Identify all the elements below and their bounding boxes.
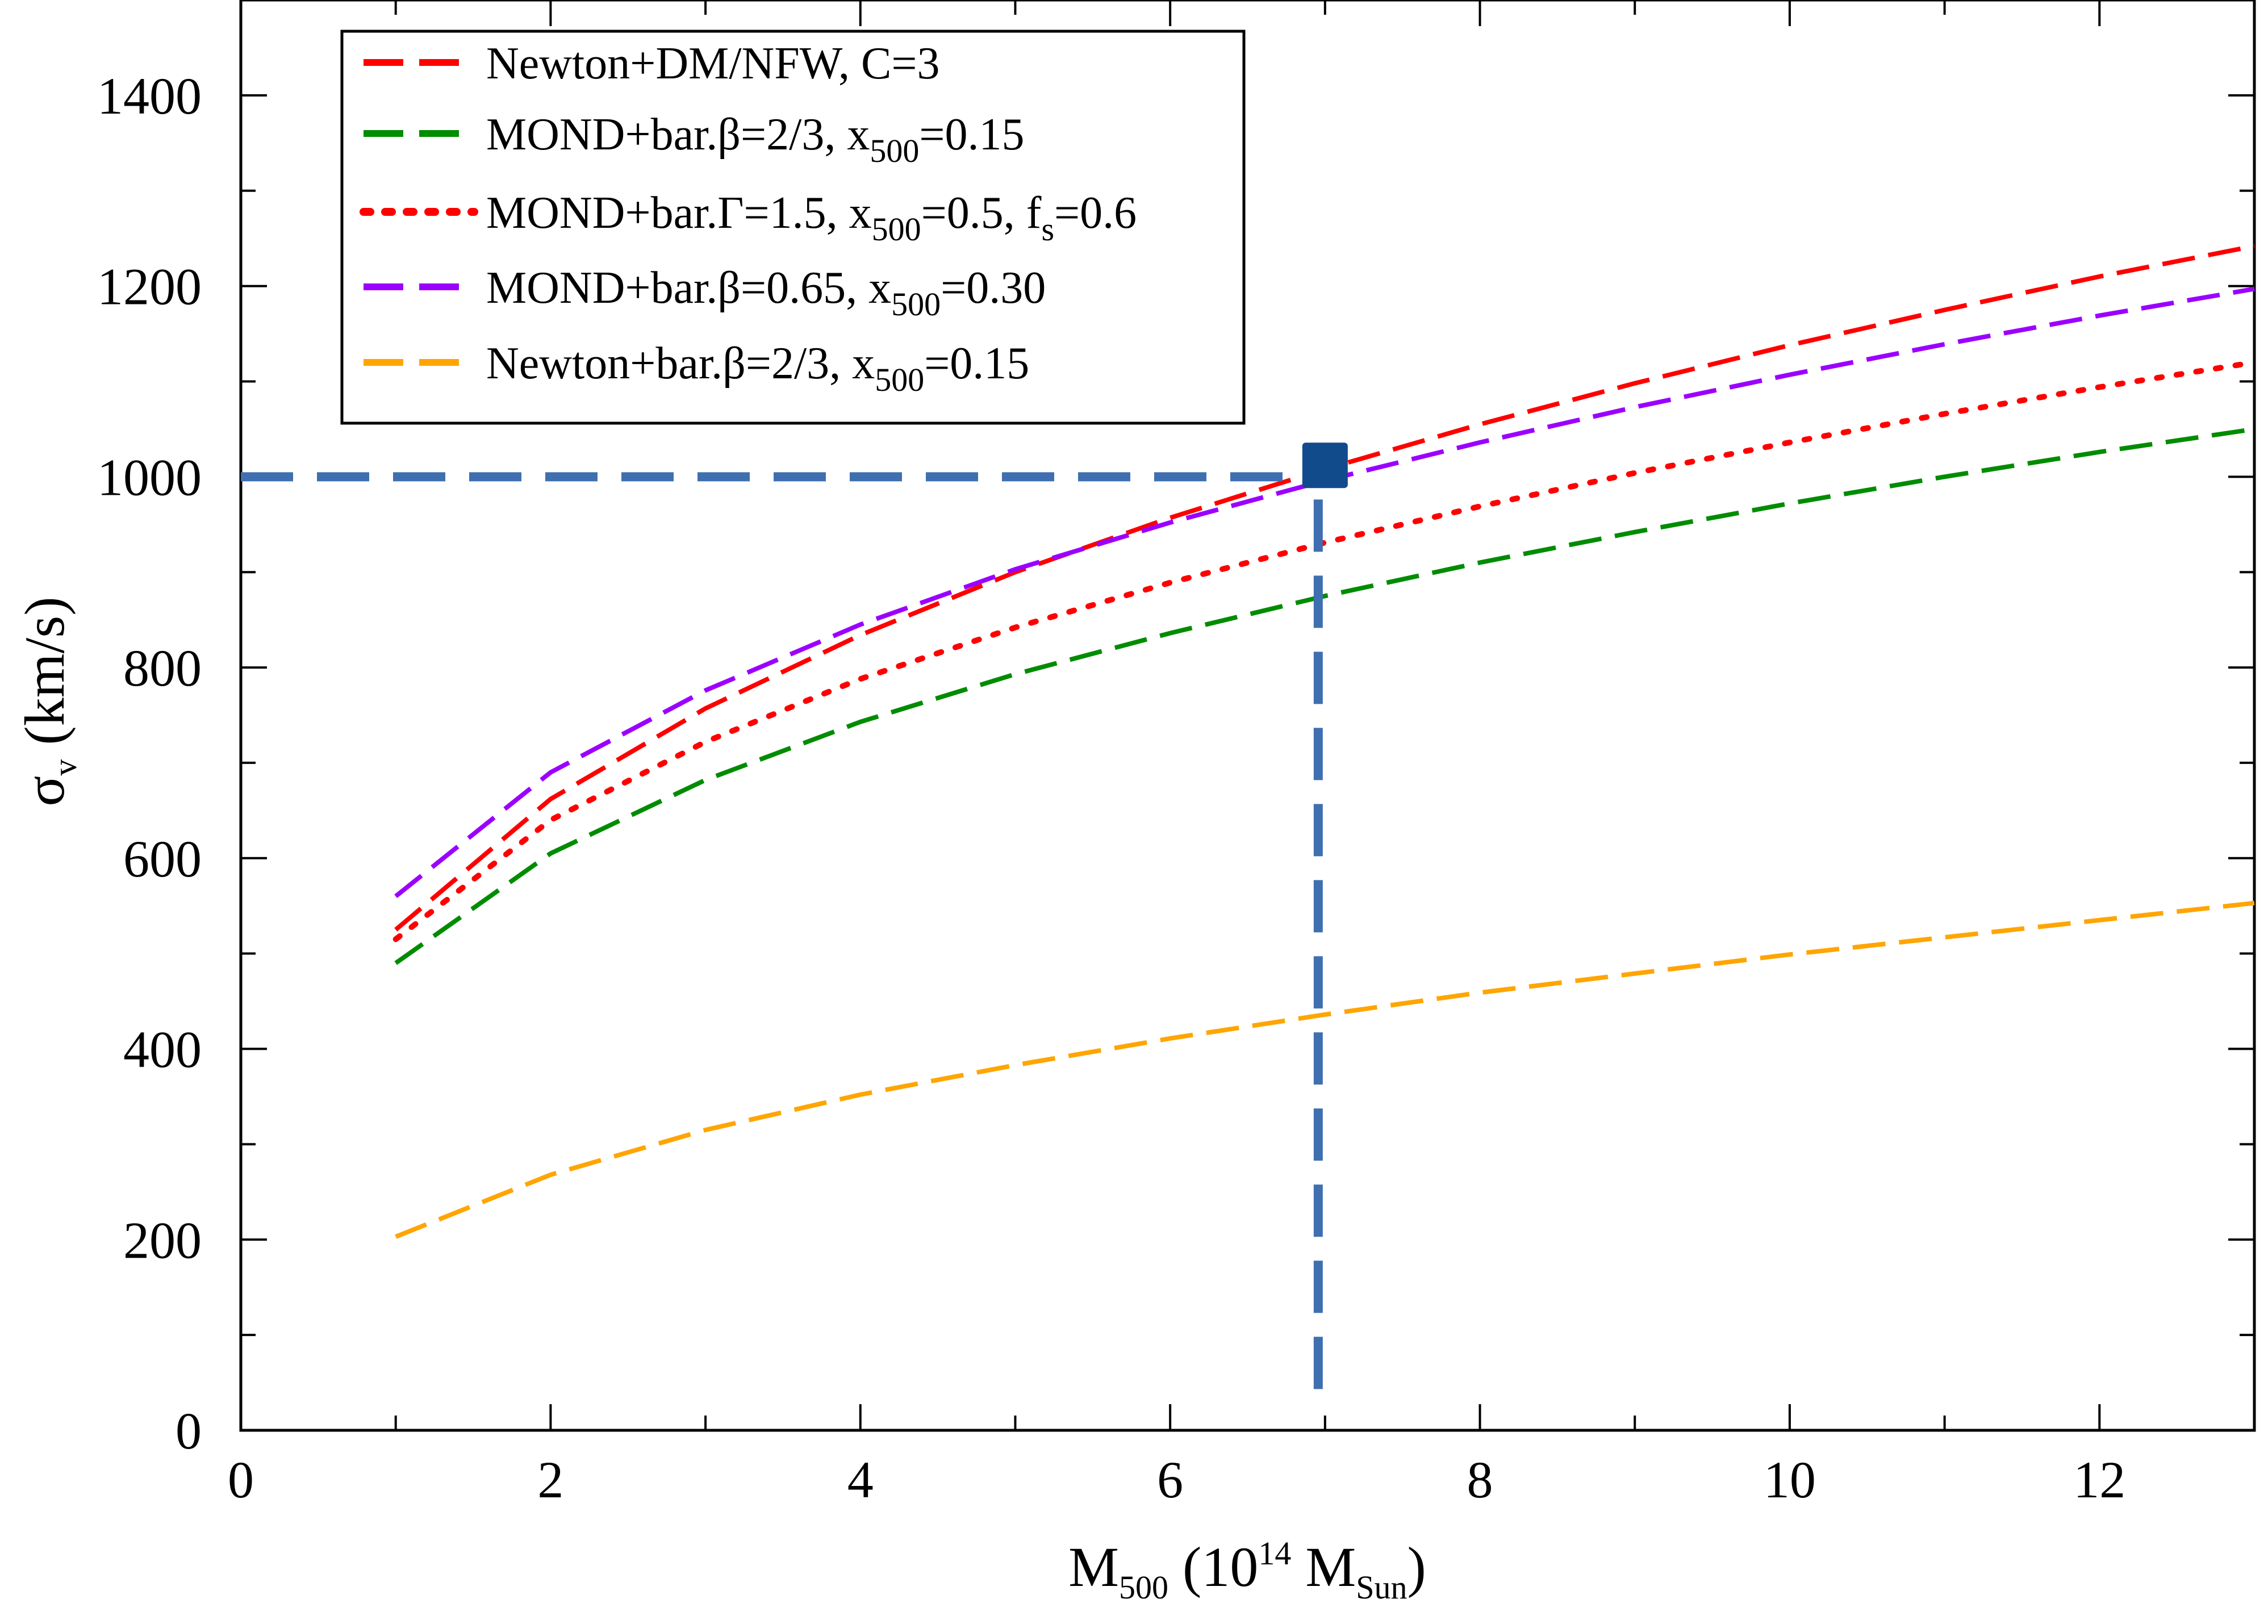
y-tick-label: 1200 <box>97 258 202 316</box>
x-tick-label: 0 <box>228 1451 254 1509</box>
y-tick-label: 800 <box>123 639 202 697</box>
legend-label-newton-dm-nfw: Newton+DM/NFW, C=3 <box>486 39 939 89</box>
y-tick-label: 200 <box>123 1211 202 1269</box>
y-tick-label: 0 <box>176 1402 202 1460</box>
axis-ticks <box>240 0 2256 1431</box>
plot-area-frame <box>239 0 2256 1432</box>
x-tick-label: 12 <box>2073 1451 2125 1509</box>
legend-label-mond-beta-2-3: MOND+bar.β=2/3, x500=0.15 <box>486 110 1024 169</box>
legend-label-newton-bar: Newton+bar.β=2/3, x500=0.15 <box>486 339 1029 398</box>
x-tick-label: 2 <box>537 1451 563 1509</box>
y-tick-label: 400 <box>123 1021 202 1079</box>
series-line-mond-beta-2-3 <box>394 427 2255 965</box>
series-line-mond-gamma-1-5 <box>392 359 2257 942</box>
legend-label-mond-beta-0-65: MOND+bar.β=0.65, x500=0.30 <box>486 263 1046 323</box>
x-tick-label: 8 <box>1467 1451 1493 1509</box>
legend-box <box>340 30 1246 425</box>
x-tick-label: 4 <box>847 1451 874 1509</box>
y-tick-label: 1400 <box>97 67 202 125</box>
legend-label-mond-gamma-1-5: MOND+bar.Γ=1.5, x500=0.5, fs=0.6 <box>486 188 1137 248</box>
y-tick-label: 600 <box>123 830 202 888</box>
x-tick-label: 10 <box>1764 1451 1816 1509</box>
y-tick-label: 1000 <box>97 448 202 506</box>
x-axis-title: M500 (1014 MSun) <box>1068 1535 1426 1606</box>
y-axis-title: σv (km/s) <box>13 597 83 807</box>
legend: Newton+DM/NFW, C=3 MOND+bar.β=2/3, x500=0… <box>340 30 1246 425</box>
annotation-layer <box>241 442 1348 1407</box>
tick-labels: 0 2 4 6 8 10 12 0 200 400 600 800 1000 1200 1400 <box>97 67 2125 1509</box>
x-tick-label: 6 <box>1157 1451 1183 1509</box>
legend-entries: Newton+DM/NFW, C=3 MOND+bar.β=2/3, x500=0… <box>360 39 1137 398</box>
highlight-marker <box>1302 442 1348 489</box>
series-line-newton-bar <box>395 900 2255 1239</box>
